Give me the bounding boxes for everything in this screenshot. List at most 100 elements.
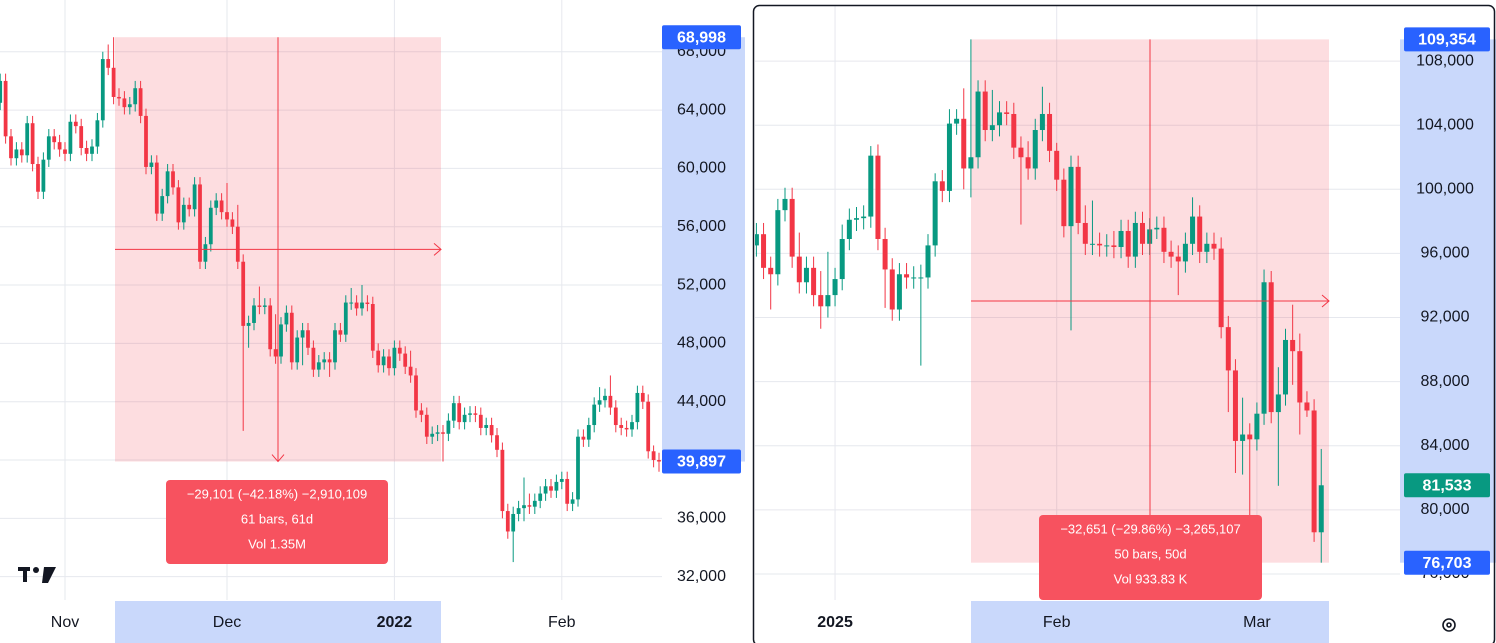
candle-body <box>1154 227 1160 230</box>
y-tick-label: 36,000 <box>677 510 726 527</box>
candle-body <box>171 171 175 188</box>
candle-body <box>273 349 278 357</box>
candle-body <box>30 123 35 165</box>
candle-body <box>1139 222 1146 244</box>
y-tick-label: 52,000 <box>677 276 726 293</box>
candle-body <box>581 436 586 440</box>
candle-body <box>1097 243 1103 246</box>
candle-body <box>306 330 310 348</box>
candle-body <box>36 164 40 192</box>
candle-body <box>603 395 607 401</box>
price-label-box <box>662 25 741 50</box>
candle-body <box>252 305 256 323</box>
chart-pane: −29,101 (−42.18%) −2,910,109 61 bars, 61d… <box>0 0 745 643</box>
candle-body <box>989 125 995 131</box>
time-range-highlight <box>971 601 1329 643</box>
candle-body <box>925 245 931 278</box>
candle-body <box>1125 230 1131 257</box>
candle-body <box>1297 351 1303 403</box>
candle-body <box>41 159 46 192</box>
candle-body <box>761 234 767 268</box>
candle-body <box>1039 113 1045 131</box>
candle-body <box>543 486 548 494</box>
candle-body <box>279 324 283 357</box>
candle-body <box>1182 243 1188 262</box>
candle-body <box>462 414 467 423</box>
settings-button[interactable] <box>1442 618 1456 632</box>
plot-area <box>0 0 662 600</box>
candle-body <box>1318 485 1324 533</box>
price-label: 109,354 <box>1418 32 1476 49</box>
y-tick-label: 84,000 <box>1421 437 1470 454</box>
candle-body <box>1204 243 1210 252</box>
candle-body <box>1082 222 1088 244</box>
time-range-highlight <box>115 601 441 643</box>
candle-body <box>861 216 867 219</box>
candle-body <box>1047 113 1053 151</box>
candle-body <box>868 155 874 217</box>
candle-body <box>549 486 553 491</box>
candle-body <box>889 269 895 310</box>
tradingview-logo <box>18 567 56 583</box>
candle-body <box>376 350 381 366</box>
candle-body <box>875 155 881 239</box>
candle-body <box>365 302 370 305</box>
candle-body <box>327 359 332 363</box>
candle-body <box>257 305 262 307</box>
candle-body <box>187 204 192 210</box>
candle-body <box>208 207 213 245</box>
candle-body <box>1118 230 1124 248</box>
candle-body <box>559 478 564 482</box>
candle-body <box>505 511 510 532</box>
price-label-box <box>1404 550 1490 575</box>
candle-body <box>144 115 148 167</box>
candle-body <box>300 330 305 338</box>
candle-body <box>932 181 938 246</box>
candle-body <box>538 493 543 501</box>
x-tick-label: 2022 <box>377 614 413 631</box>
candle-body <box>789 198 795 257</box>
y-tick-label: 88,000 <box>1421 373 1470 390</box>
candle-body <box>1032 130 1038 169</box>
candle-body <box>532 500 537 507</box>
candle-body <box>419 410 424 415</box>
candle-body <box>996 112 1003 126</box>
candle-body <box>1268 282 1274 413</box>
candle-body <box>414 375 418 411</box>
candle-body <box>853 218 860 220</box>
candle-body <box>1218 248 1224 328</box>
candle-body <box>946 123 952 191</box>
candle-body <box>511 513 516 532</box>
candle-body <box>360 302 364 309</box>
candle-body <box>1054 150 1060 180</box>
candle-body <box>165 171 170 197</box>
candle-body <box>646 401 651 452</box>
candle-body <box>106 59 111 68</box>
candle-body <box>608 395 613 408</box>
candle-body <box>1254 413 1260 440</box>
candle-body <box>918 277 924 279</box>
candle-body <box>495 435 499 450</box>
y-tick-label: 108,000 <box>1416 52 1474 69</box>
measure-tooltip <box>166 480 388 564</box>
candle-body <box>262 305 267 307</box>
measure-arrow <box>271 454 285 463</box>
candle-body <box>624 427 629 430</box>
candle-body <box>1089 243 1095 245</box>
candle-body <box>241 261 246 326</box>
candle-body <box>68 121 73 154</box>
candle-body <box>473 413 478 415</box>
candle-body <box>1111 245 1117 248</box>
candle-body <box>311 347 316 370</box>
candle-body <box>1161 227 1167 252</box>
candle-body <box>554 481 559 491</box>
candle-body <box>349 302 354 304</box>
candle-body <box>527 505 532 507</box>
candle-body <box>73 121 78 127</box>
candle-body <box>424 414 429 437</box>
candle-body <box>478 414 483 428</box>
candle-body <box>1261 282 1267 414</box>
candle-body <box>322 359 327 363</box>
candle-body <box>768 267 774 275</box>
